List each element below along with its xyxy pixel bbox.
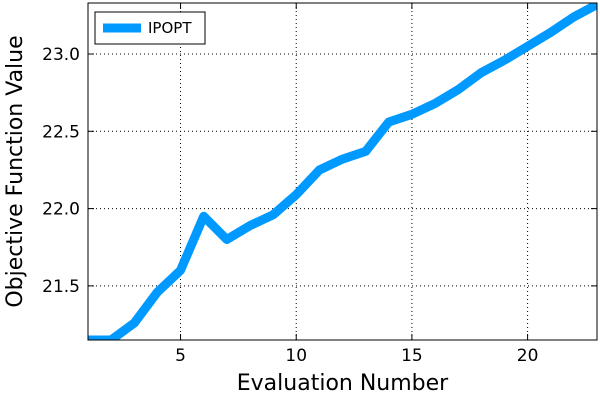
series-line-ipopt: [88, 3, 597, 340]
y-tick-label: 22.5: [42, 122, 80, 142]
x-tick-label: 15: [401, 346, 423, 366]
legend-label-ipopt: IPOPT: [148, 19, 192, 37]
x-tick-label: 5: [175, 346, 186, 366]
x-tick-label: 20: [517, 346, 539, 366]
y-tick-label: 21.5: [42, 277, 80, 297]
y-axis-title: Objective Function Value: [3, 35, 28, 307]
axis-ticks: 5 10 15 20 21.5 22.0 22.5 23.0: [42, 3, 597, 366]
x-axis-title: Evaluation Number: [237, 371, 449, 396]
y-tick-label: 22.0: [42, 200, 80, 220]
series-layer: [88, 3, 597, 340]
x-tick-label: 10: [285, 346, 307, 366]
plot-area-frame: [87, 2, 598, 341]
y-tick-label: 23.0: [42, 45, 80, 65]
legend: IPOPT: [94, 11, 206, 45]
